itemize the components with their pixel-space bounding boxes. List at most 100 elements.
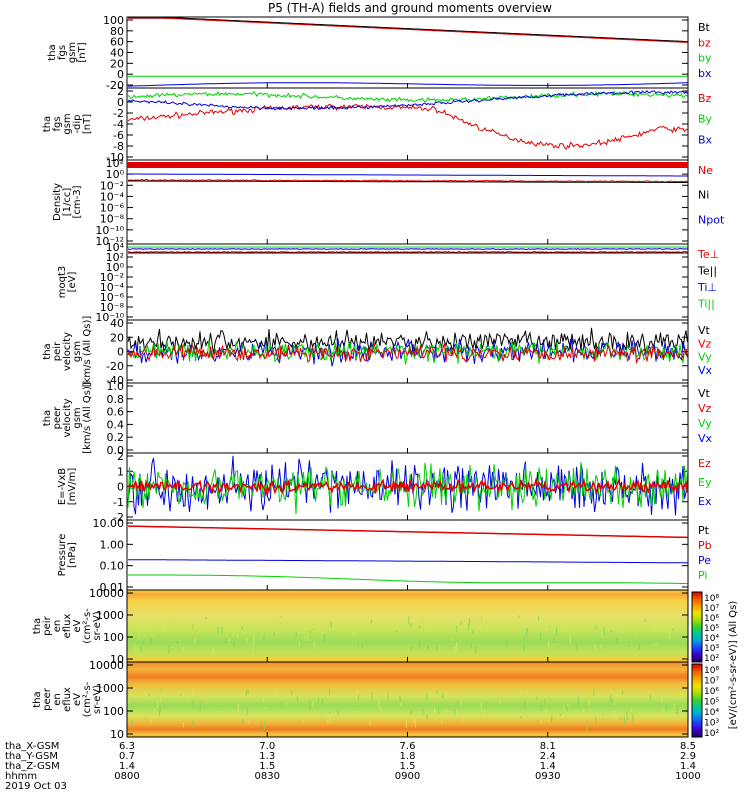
panel-8: 10000100010010thapeirenefluxeV(cm²-s-sr-…	[32, 587, 689, 666]
spectrogram-streak	[626, 712, 627, 721]
spectrogram-streak	[454, 709, 455, 715]
spectrogram-streak	[406, 719, 407, 728]
panel-frame	[127, 520, 688, 590]
panel-frame	[127, 160, 688, 244]
spectrogram-streak	[273, 632, 274, 636]
spectrogram-streak	[141, 693, 142, 699]
y-axis-label: moqt3[eV]	[57, 266, 78, 299]
spectrogram-streak	[551, 718, 552, 721]
spectrogram-streak	[468, 623, 469, 630]
spectrogram-streak	[303, 717, 304, 722]
spectrogram-streak	[635, 635, 636, 636]
series-Bz	[128, 104, 688, 149]
spectrogram-streak	[264, 722, 265, 730]
spectrogram-streak	[299, 641, 300, 646]
spectrogram-streak	[250, 699, 251, 700]
spectrogram-streak	[536, 694, 537, 696]
spectrogram-streak	[263, 635, 264, 641]
legend-Vz: Vz	[698, 337, 712, 350]
colorbar-tick-label: 10⁵	[704, 698, 719, 708]
spectrogram-streak	[422, 709, 423, 715]
colorbar-1	[692, 664, 702, 737]
colorbar-tick-label: 10³	[704, 719, 719, 729]
spectrogram-streak	[632, 714, 633, 722]
spectrogram-streak	[442, 693, 443, 698]
spectrogram-streak	[499, 617, 500, 620]
spectrogram-streak	[554, 644, 555, 645]
x-tick-label: 0930	[535, 771, 560, 782]
spectrogram-streak	[504, 707, 505, 708]
spectrogram-streak	[655, 622, 656, 630]
legend-Bt: Bt	[698, 21, 711, 34]
y-axis-label: thapeirvelocitygsm[km/s (All Qs)]	[42, 316, 93, 388]
spectrogram-streak	[140, 646, 141, 652]
spectrogram-streak	[408, 616, 409, 624]
spectrogram-streak	[419, 625, 420, 628]
spectrogram-streak	[127, 702, 128, 705]
spectrogram-streak	[631, 706, 632, 712]
panel-frame	[127, 88, 688, 160]
spectrogram-streak	[183, 721, 184, 727]
spectrogram-streak	[518, 615, 519, 617]
panels: 100806040200-20thafgsgsm[nT]Btbzbybx20-2…	[32, 14, 725, 741]
spectrogram-streak	[624, 716, 625, 723]
y-tick-label: 0	[117, 346, 124, 359]
spectrogram-streak	[180, 694, 181, 696]
spectrogram-streak	[562, 631, 563, 634]
y-tick-label: 100	[103, 631, 124, 644]
spectrogram-streak	[571, 644, 572, 645]
panel-2: 10²10⁰10⁻²10⁻⁴10⁻⁶10⁻⁸10⁻¹⁰10⁻¹²Density[…	[52, 157, 725, 248]
spectrogram-streak	[238, 704, 239, 712]
legend-Vx: Vx	[698, 364, 713, 377]
spectrogram-streak	[471, 643, 472, 648]
legend-By: By	[698, 113, 713, 126]
spectrogram-streak	[171, 647, 172, 648]
spectrogram-streak	[353, 632, 354, 636]
spectrogram-streak	[378, 702, 379, 710]
spectrogram-streak	[650, 695, 651, 702]
spectrogram-streak	[500, 699, 501, 704]
spectrogram-streak	[193, 690, 194, 697]
legend-Vy: Vy	[698, 417, 712, 430]
spectrogram-streak	[656, 642, 657, 647]
spectrogram-streak	[147, 624, 148, 628]
spectrogram-streak	[661, 694, 662, 703]
spectrogram-streak	[160, 689, 161, 691]
spectrogram-streak	[260, 721, 261, 726]
spectrogram-streak	[653, 639, 654, 640]
spectrogram-streak	[399, 696, 400, 702]
y-tick-label: 1	[117, 465, 124, 478]
y-tick-label: 0.10	[100, 560, 125, 573]
spectrogram-streak	[600, 645, 601, 649]
colorbar-0	[692, 592, 702, 662]
spectrogram-9	[127, 662, 688, 737]
spectrogram-streak	[675, 712, 676, 713]
y-tick-label: 40	[110, 317, 124, 330]
y-tick-label: 2	[117, 450, 124, 463]
series-bz	[128, 18, 688, 42]
spectrogram-streak	[469, 618, 470, 625]
spectrogram-streak	[358, 642, 359, 646]
spectrogram-streak	[314, 642, 315, 649]
spectrogram-streak	[132, 720, 133, 725]
panel-9: 10000100010010thapeerenefluxeV(cm²-s-sr-…	[32, 659, 688, 741]
spectrogram-streak	[677, 706, 678, 714]
spectrogram-streak	[263, 698, 264, 703]
spectrogram-streak	[322, 699, 323, 705]
spectrogram-streak	[241, 626, 242, 629]
legend-bx: bx	[698, 67, 712, 80]
spectrogram-streak	[428, 646, 429, 648]
colorbar-tick-label: 10⁴	[704, 634, 719, 644]
spectrogram-streak	[436, 690, 437, 694]
spectrogram-streak	[553, 638, 554, 643]
y-tick-label: 100	[103, 705, 124, 718]
spectrogram-streak	[623, 630, 624, 634]
spectrogram-streak	[590, 708, 591, 714]
spectrogram-streak	[200, 704, 201, 712]
spectrogram-streak	[521, 690, 522, 694]
spectrogram-streak	[669, 630, 670, 638]
legend-Bx: Bx	[698, 133, 713, 146]
spectrogram-streak	[456, 709, 457, 717]
legend-Vy: Vy	[698, 351, 712, 364]
